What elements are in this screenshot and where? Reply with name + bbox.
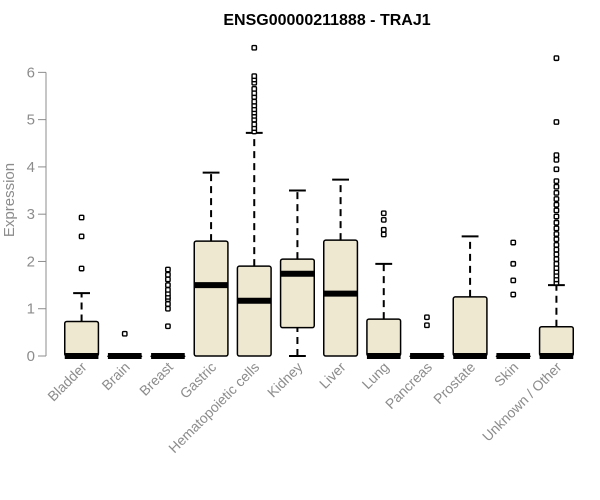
outlier-point [424, 314, 430, 321]
x-tick-label: Bladder [44, 359, 90, 405]
box-group [63, 214, 100, 359]
y-tick-label: 6 [27, 64, 35, 81]
outlier-point [553, 246, 560, 253]
x-tick-label: Brain [98, 359, 132, 393]
outlier-point [553, 256, 560, 262]
box-iqr [193, 240, 229, 357]
outlier-point [510, 260, 517, 267]
x-tick-label: Liver [316, 359, 349, 392]
box-iqr [63, 320, 100, 357]
box-iqr [322, 239, 359, 357]
box-iqr [538, 325, 575, 357]
x-tick-label: Unknown / Other [479, 359, 565, 445]
outlier-point [165, 276, 171, 283]
x-tick-label: Skin [491, 359, 522, 390]
box-group [366, 210, 402, 359]
outlier-point [251, 121, 258, 128]
outlier-point [251, 98, 258, 105]
box-iqr [366, 318, 402, 357]
outlier-point [553, 207, 560, 214]
outlier-point [553, 156, 560, 163]
outlier-point [553, 201, 560, 208]
outlier-point [121, 330, 128, 337]
outlier-point [251, 73, 258, 80]
box-group [193, 171, 229, 357]
outlier-point [165, 323, 171, 330]
outlier-point [78, 265, 85, 272]
box-group [538, 55, 575, 359]
box-iqr [452, 296, 488, 357]
box-group [279, 189, 316, 357]
outlier-point [165, 305, 171, 312]
box-group [495, 239, 531, 359]
outlier-point [553, 152, 560, 158]
box-group [236, 44, 272, 357]
outlier-point [553, 242, 560, 248]
outlier-point [380, 226, 387, 233]
outlier-point [553, 196, 560, 202]
y-tick-label: 3 [27, 206, 35, 223]
outlier-point [251, 86, 258, 92]
outlier-point [553, 183, 560, 190]
outlier-point [553, 178, 560, 184]
y-tick-label: 1 [27, 301, 35, 318]
y-tick-label: 0 [27, 348, 35, 365]
outlier-point [553, 55, 560, 62]
box-group [322, 178, 359, 357]
box-iqr [236, 265, 272, 357]
outlier-point [553, 213, 560, 220]
outlier-point [553, 219, 560, 226]
x-tick-label: Breast [136, 359, 176, 399]
boxes [63, 44, 575, 359]
x-tick-label: Lung [359, 359, 392, 392]
outlier-point [553, 260, 560, 267]
box-group [107, 330, 143, 359]
y-tick-label: 2 [27, 253, 35, 270]
outlier-point [165, 271, 171, 278]
x-tick-label: Gastric [177, 359, 220, 402]
outlier-point [553, 225, 560, 232]
outlier-point [424, 322, 430, 329]
outlier-point [510, 291, 517, 298]
outlier-point [165, 266, 171, 273]
x-tick-label: Pancreas [382, 359, 435, 412]
box-iqr [279, 258, 316, 329]
y-tick-label: 4 [27, 159, 35, 176]
outlier-point [251, 44, 258, 51]
y-tick-label: 5 [27, 112, 35, 129]
outlier-point [78, 233, 85, 240]
outlier-point [380, 210, 387, 217]
outlier-point [78, 214, 85, 221]
outlier-point [510, 277, 517, 284]
outlier-point [380, 231, 387, 238]
x-tick-label: Kidney [264, 359, 306, 401]
outlier-point [553, 166, 560, 173]
outlier-point [553, 231, 560, 237]
outlier-point [553, 236, 560, 243]
outlier-point [510, 239, 517, 246]
outlier-point [165, 282, 171, 288]
outlier-point [553, 251, 560, 258]
x-tick-label: Prostate [430, 359, 478, 407]
outlier-point [165, 301, 171, 307]
chart-title: ENSG00000211888 - TRAJ1 [223, 12, 430, 29]
outlier-point [553, 190, 560, 196]
box-group [452, 235, 488, 359]
box-group [409, 314, 445, 359]
outlier-point [553, 119, 560, 125]
outlier-point [165, 286, 171, 293]
box-group [150, 266, 186, 359]
outlier-point [380, 216, 387, 223]
y-axis-label: Expression [1, 163, 18, 237]
y-axis: 0 1 2 3 4 5 6 [27, 64, 47, 365]
